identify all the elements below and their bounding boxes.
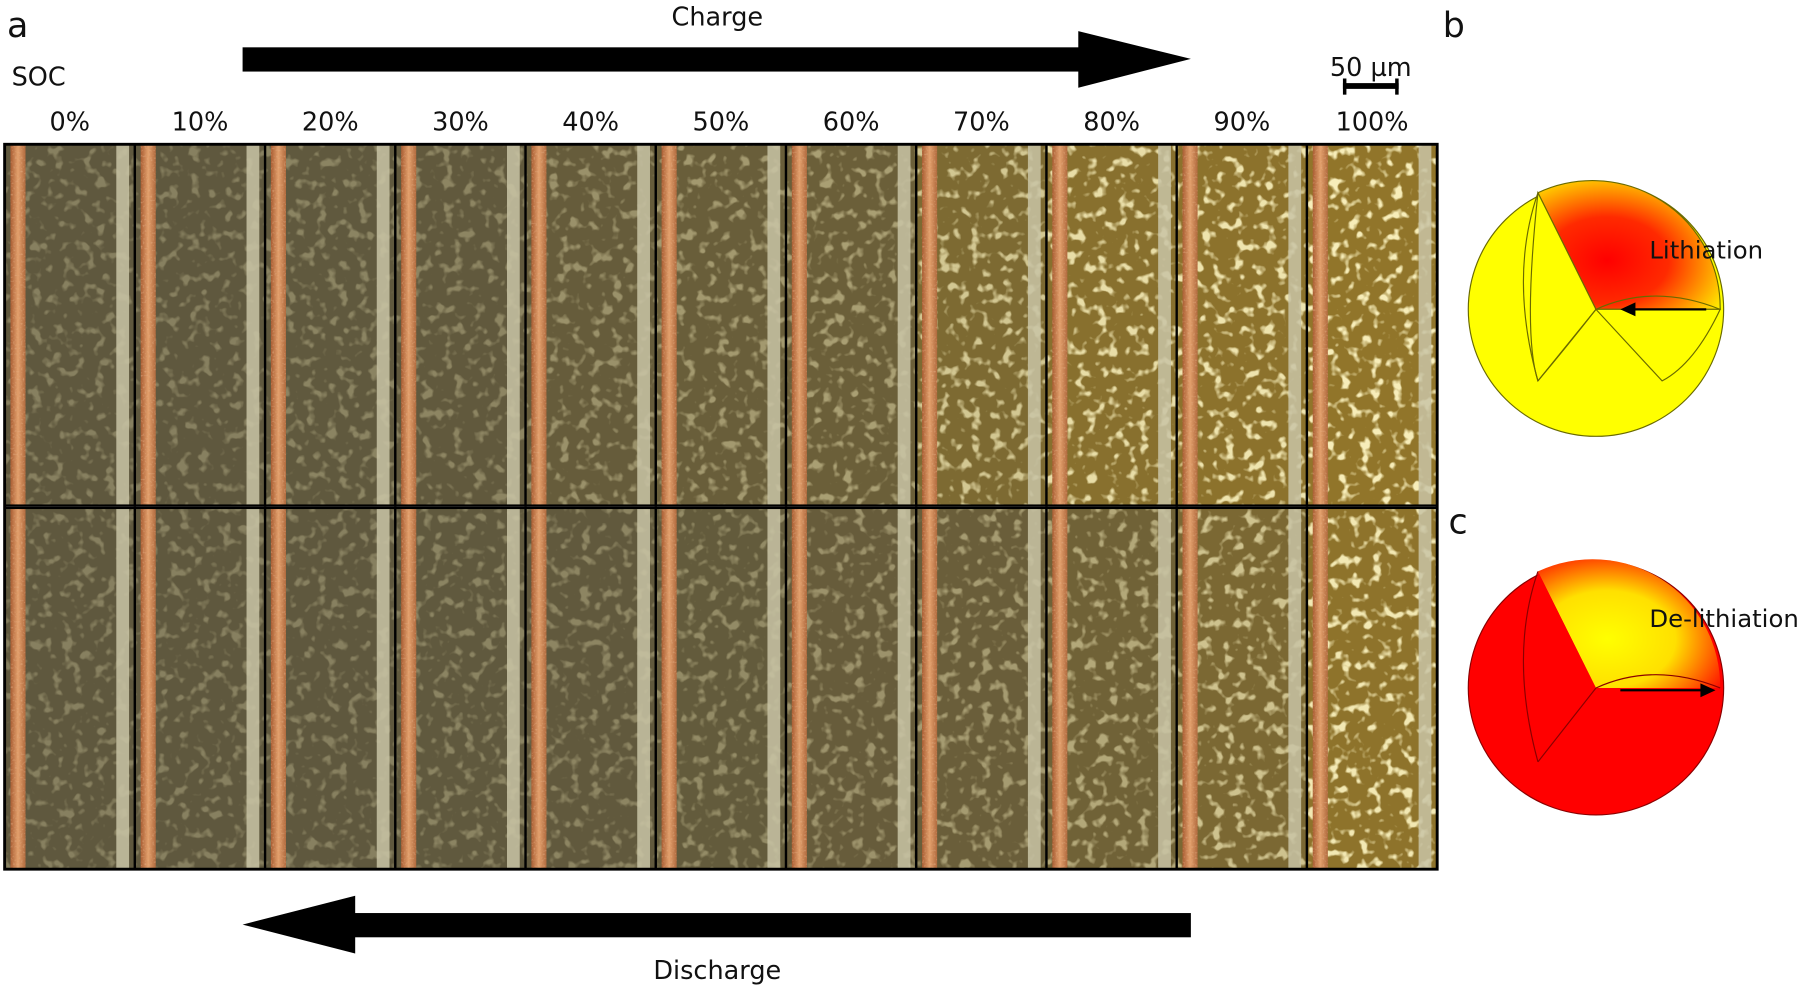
- soc-value-10: 100%: [1336, 107, 1409, 137]
- micrograph-grid: [3, 142, 1439, 871]
- soc-value-4: 40%: [562, 107, 619, 137]
- soc-value-9: 90%: [1213, 107, 1270, 137]
- soc-value-7: 70%: [953, 107, 1010, 137]
- lithiation-label: Lithiation: [1649, 236, 1763, 265]
- soc-value-5: 50%: [693, 107, 750, 137]
- discharge-micrograph-7: [915, 506, 1048, 871]
- charge-micrograph-2: [263, 143, 397, 507]
- charge-micrograph-5: [654, 143, 788, 507]
- soc-label: SOC: [12, 62, 66, 92]
- discharge-label: Discharge: [653, 956, 781, 986]
- soc-value-1: 10%: [172, 107, 229, 137]
- panel-label-b: b: [1443, 6, 1465, 46]
- charge-micrograph-6: [784, 143, 918, 507]
- discharge-micrograph-5: [654, 506, 788, 871]
- discharge-micrograph-0: [3, 506, 137, 871]
- discharge-arrow: [242, 895, 1191, 954]
- soc-value-2: 20%: [302, 107, 359, 137]
- charge-micrograph-10: [1305, 143, 1439, 507]
- charge-micrograph-7: [915, 143, 1048, 507]
- discharge-micrograph-3: [394, 506, 527, 871]
- charge-micrograph-3: [394, 143, 527, 507]
- discharge-micrograph-6: [784, 506, 918, 871]
- discharge-micrograph-10: [1305, 506, 1439, 871]
- panel-label-a: a: [7, 6, 28, 46]
- discharge-micrograph-8: [1045, 506, 1178, 871]
- panel-label-c: c: [1449, 502, 1468, 542]
- discharge-micrograph-1: [133, 506, 267, 871]
- charge-micrograph-4: [524, 143, 657, 507]
- soc-labels: 0% 10% 20% 30% 40% 50% 60% 70% 80% 90% 100%: [50, 107, 1409, 137]
- lithiation-sphere: [1467, 180, 1725, 437]
- charge-micrograph-0: [3, 143, 137, 507]
- charge-micrograph-1: [133, 143, 267, 507]
- delithiation-label: De-lithiation: [1649, 604, 1798, 633]
- delithiation-sphere: [1467, 559, 1725, 816]
- scale-bar-label: 50 µm: [1330, 53, 1412, 83]
- charge-micrograph-9: [1175, 143, 1309, 507]
- soc-value-8: 80%: [1083, 107, 1140, 137]
- charge-label: Charge: [672, 2, 764, 32]
- scale-bar: [1342, 78, 1399, 95]
- discharge-micrograph-9: [1175, 506, 1309, 871]
- soc-value-0: 0%: [50, 107, 91, 137]
- discharge-micrograph-2: [263, 506, 397, 871]
- soc-value-6: 60%: [823, 107, 880, 137]
- charge-arrow: [242, 31, 1191, 88]
- soc-value-3: 30%: [432, 107, 489, 137]
- charge-micrograph-8: [1045, 143, 1178, 507]
- discharge-micrograph-4: [524, 506, 657, 871]
